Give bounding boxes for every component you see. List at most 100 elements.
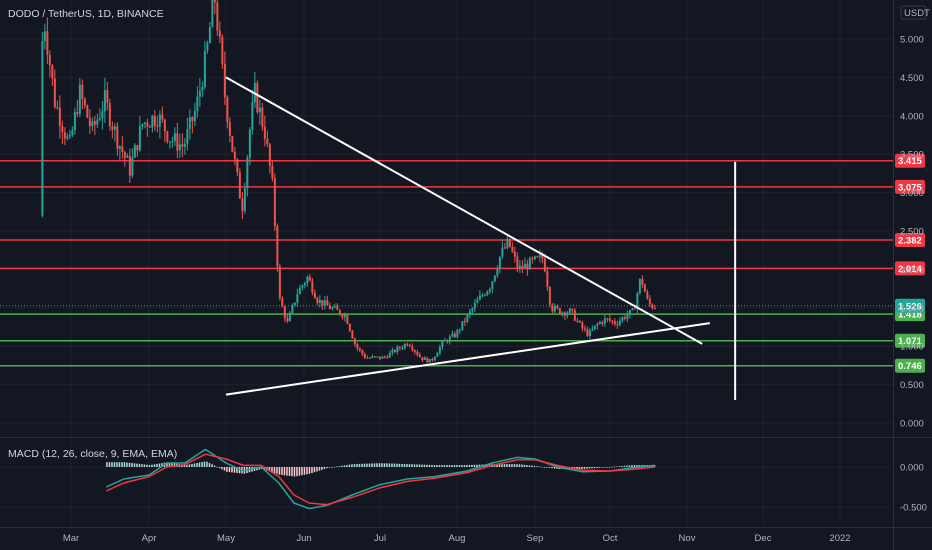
candle-body bbox=[648, 298, 651, 305]
candle-body bbox=[291, 304, 294, 313]
macd-histogram-bar bbox=[168, 462, 171, 467]
macd-histogram-bar bbox=[503, 464, 506, 467]
candle-body bbox=[481, 295, 484, 297]
horizontal-levels[interactable]: 3.415 3.075 2.382 2.014 1.418 1.071 0.746 1.526 bbox=[0, 153, 925, 373]
candle-body bbox=[68, 135, 71, 137]
candle-body bbox=[513, 251, 516, 257]
candle-body bbox=[98, 118, 101, 120]
macd-histogram-bar bbox=[601, 467, 603, 468]
macd-histogram-bar bbox=[326, 467, 328, 469]
macd-histogram-bar bbox=[206, 461, 208, 467]
macd-histogram-bar bbox=[116, 462, 118, 467]
macd-histogram-bar bbox=[293, 467, 296, 477]
time-tick-label: 2022 bbox=[829, 533, 850, 544]
macd-histogram-bar bbox=[216, 466, 218, 468]
level-tag-label: 0.746 bbox=[898, 361, 922, 372]
trendline-ascending[interactable] bbox=[225, 322, 710, 396]
macd-histogram-bar bbox=[543, 467, 546, 468]
candle-body bbox=[176, 133, 179, 151]
macd-title: MACD (12, 26, close, 9, EMA, EMA) bbox=[8, 448, 177, 460]
macd-histogram-bar bbox=[523, 464, 526, 467]
candle-body bbox=[193, 111, 196, 122]
candle-body bbox=[363, 353, 366, 358]
candle-body bbox=[141, 124, 144, 127]
candle-body bbox=[56, 106, 59, 108]
macd-histogram-bar bbox=[143, 464, 146, 467]
candle-body bbox=[321, 299, 324, 306]
macd-histogram-bar bbox=[136, 463, 138, 467]
candle-body bbox=[81, 84, 84, 99]
candle-body bbox=[496, 269, 499, 276]
time-tick-label: Oct bbox=[603, 533, 618, 544]
macd-histogram-bar bbox=[496, 464, 498, 467]
drawings[interactable] bbox=[225, 76, 737, 400]
macd-histogram-bar bbox=[213, 465, 216, 467]
candle-body bbox=[133, 145, 136, 158]
macd-histogram-bar bbox=[161, 463, 163, 467]
macd-histogram-bar bbox=[363, 463, 366, 467]
candle-body bbox=[258, 107, 261, 113]
candle-body bbox=[621, 317, 624, 321]
macd-histogram-bar bbox=[463, 465, 466, 467]
macd-histogram-bar bbox=[303, 467, 306, 475]
macd-histogram-bar bbox=[613, 466, 616, 468]
candle-body bbox=[486, 291, 489, 296]
candle-body bbox=[413, 349, 416, 352]
price-tick-label: 1.000 bbox=[900, 342, 924, 353]
macd-histogram-bar bbox=[368, 463, 371, 467]
macd-histogram-bar bbox=[296, 467, 298, 477]
candle-body bbox=[421, 357, 424, 361]
macd-histogram-bar bbox=[221, 467, 223, 470]
macd-histogram-bar bbox=[576, 467, 578, 469]
macd-histogram-bar bbox=[383, 463, 386, 467]
candle-body bbox=[423, 357, 426, 361]
macd-histogram-bar bbox=[343, 465, 346, 467]
candle-body bbox=[526, 263, 529, 270]
price-tick-label: 0.500 bbox=[900, 380, 924, 391]
candle-body bbox=[488, 289, 491, 292]
candle-body bbox=[431, 359, 434, 361]
macd-histogram-bar bbox=[608, 467, 611, 468]
candle-body bbox=[646, 291, 649, 299]
candle-body bbox=[186, 128, 189, 144]
candle-body bbox=[456, 329, 459, 338]
macd-histogram-bar bbox=[453, 465, 456, 467]
candle-body bbox=[351, 330, 354, 339]
macd-histogram-bar bbox=[406, 464, 408, 467]
macd-histogram-bar bbox=[596, 467, 598, 468]
macd-histogram-bar bbox=[611, 466, 613, 468]
candle-body bbox=[298, 287, 301, 295]
candle-body bbox=[473, 303, 476, 309]
macd-histogram-bar bbox=[318, 467, 321, 471]
candle-body bbox=[183, 143, 186, 147]
macd-histogram-bar bbox=[388, 463, 391, 467]
level-tag-label: 3.415 bbox=[898, 156, 922, 167]
macd-histogram-bar bbox=[148, 465, 151, 467]
price-tick-label: 5.000 bbox=[900, 35, 924, 46]
candle-body bbox=[643, 284, 646, 292]
candle-body bbox=[368, 357, 371, 359]
macd-histogram-bar bbox=[533, 465, 536, 467]
candle-body bbox=[128, 156, 131, 176]
candle-body bbox=[508, 238, 511, 247]
macd-histogram-bar bbox=[226, 467, 228, 472]
macd-histogram-bar bbox=[236, 467, 238, 473]
macd-histogram-bar bbox=[586, 467, 588, 469]
macd-histogram-bar bbox=[411, 464, 413, 467]
candle-body bbox=[228, 122, 231, 137]
macd-histogram-bar bbox=[223, 467, 226, 471]
macd-histogram-bar bbox=[193, 463, 196, 467]
trendline-descending[interactable] bbox=[225, 76, 703, 345]
candle-body bbox=[256, 83, 259, 113]
candle-body bbox=[338, 309, 341, 315]
candle-body bbox=[511, 246, 514, 252]
macd-histogram-bar bbox=[458, 465, 461, 467]
price-tick-label: 2.500 bbox=[900, 227, 924, 238]
candle-body bbox=[53, 78, 56, 107]
macd-histogram-bar bbox=[238, 467, 241, 474]
candle-body bbox=[286, 318, 289, 322]
candle-body bbox=[498, 256, 501, 270]
candle-body bbox=[536, 256, 539, 258]
